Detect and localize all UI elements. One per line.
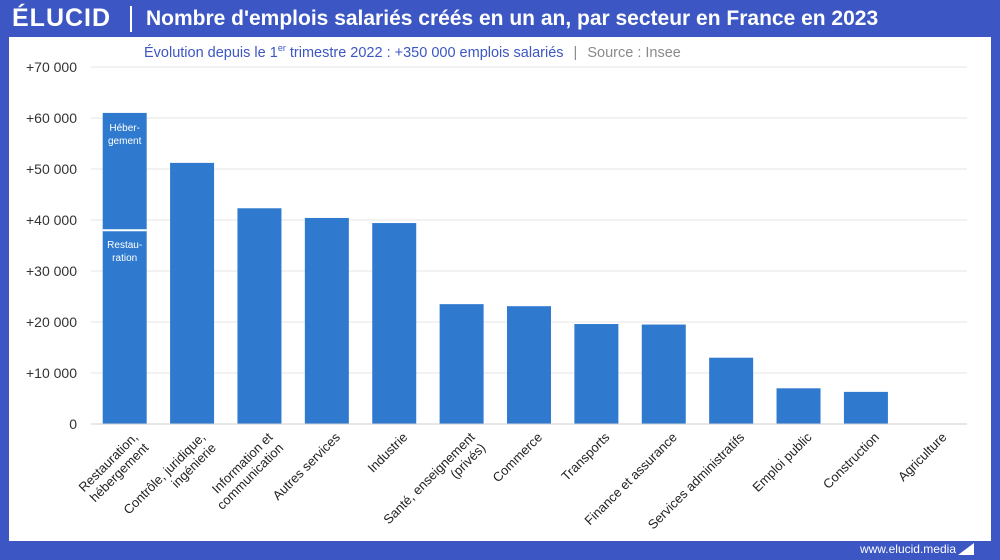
bar [641, 324, 686, 424]
chart-title: Nombre d'emplois salariés créés en un an… [146, 7, 879, 30]
subtitle-superscript: er [277, 43, 286, 53]
x-tick-label: Autres services [270, 429, 344, 503]
y-tick-label: +20 000 [26, 314, 77, 330]
segment-label: Héber- [109, 123, 140, 134]
subtitle-pre: Évolution depuis le 1 [144, 44, 278, 61]
y-tick-label: +60 000 [26, 110, 77, 126]
x-tick-label: Industrie [364, 430, 410, 476]
x-tick-label-line: Emploi public [749, 429, 815, 495]
y-tick-label: +40 000 [26, 212, 77, 228]
bar [574, 324, 619, 424]
header-bar: ÉLUCID Nombre d'emplois salariés créés e… [0, 0, 1000, 37]
x-tick-label-line: Autres services [270, 429, 344, 503]
x-tick-label-line: Construction [820, 430, 882, 492]
bar-segment [102, 230, 147, 424]
bar [776, 388, 821, 424]
x-tick-label-line: Industrie [364, 430, 410, 476]
header-divider [130, 6, 132, 32]
segment-label: Restau- [107, 240, 142, 251]
segment-label: gement [108, 136, 142, 147]
brand-logo[interactable]: ÉLUCID [12, 4, 112, 32]
x-tick-label-line: Commerce [490, 430, 546, 486]
bar [709, 357, 754, 424]
y-tick-label: +10 000 [26, 365, 77, 381]
x-tick-label: Construction [820, 430, 882, 492]
bar-chart: 0 +10 000 +20 000 +30 000 +40 000 +50 000 +60 … [26, 59, 967, 532]
x-tick-label-line: Agriculture [895, 430, 950, 485]
x-tick-label: Transports [558, 429, 613, 484]
x-tick-label: Commerce [490, 430, 546, 486]
footer-logo-mark [958, 543, 974, 555]
x-tick-label: Emploi public [749, 429, 815, 495]
chart-panel: Évolution depuis le 1er trimestre 2022 :… [9, 37, 991, 541]
bar [843, 391, 888, 424]
bar [372, 223, 417, 424]
chart-subtitle: Évolution depuis le 1er trimestre 2022 :… [144, 38, 681, 61]
subtitle-post: trimestre 2022 : +350 000 emplois salari… [285, 44, 564, 61]
bar [439, 304, 484, 424]
source-label: Source : Insee [587, 44, 681, 61]
x-tick-label: Agriculture [895, 430, 950, 485]
bar-segment [102, 112, 147, 231]
subtitle-separator: | [573, 44, 578, 61]
bar [237, 208, 282, 424]
segment-label: ration [112, 253, 137, 264]
y-tick-label: +70 000 [26, 59, 77, 75]
footer-url[interactable]: www.elucid.media [859, 542, 956, 556]
x-tick-label-line: Transports [558, 429, 613, 484]
y-tick-label: 0 [69, 416, 77, 432]
bar [507, 306, 551, 424]
bar [170, 162, 215, 424]
bar [304, 217, 349, 424]
y-tick-label: +50 000 [26, 161, 77, 177]
y-tick-label: +30 000 [26, 263, 77, 279]
